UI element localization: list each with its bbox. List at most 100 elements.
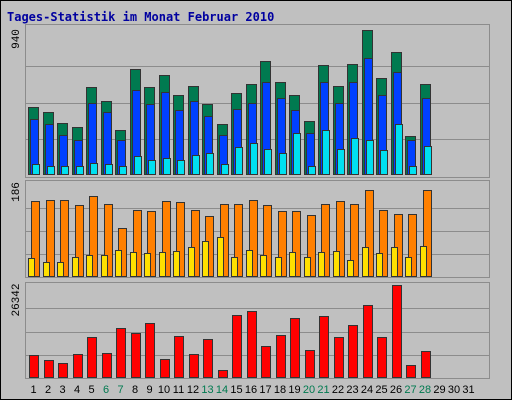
kb-bar-kb [304,350,315,378]
hits-bar-seiten [365,139,374,175]
visits-bar-besuche [129,252,137,277]
hits-panel [25,24,490,178]
day-label: 4 [73,384,81,396]
hits-bar-seiten [409,165,417,175]
kb-grid-line [26,308,489,310]
visits-bar-rechner [393,213,403,277]
kb-bar-kb [116,327,126,378]
day-label: 3 [59,384,66,396]
hits-bar-seiten [293,133,301,175]
day-label: 26 [389,384,403,396]
visits-bar-rechner [89,196,98,277]
hits-bar-seiten [177,159,185,175]
visits-bar-rechner [379,210,388,277]
day-label: 21 [317,384,330,396]
hits-bar-seiten [119,165,127,175]
hits-bar-seiten [32,164,40,175]
hits-bar-seiten [220,164,229,175]
visits-bar-rechner [74,205,84,277]
day-label: 27 [404,384,417,396]
day-label: 1 [30,384,37,396]
day-label: 9 [146,384,153,396]
visits-max-label: 186 [11,182,23,202]
visits-bar-rechner [147,211,156,277]
hits-bar-seiten [61,165,69,175]
visits-bar-besuche [274,257,282,277]
visits-grid-line [26,254,489,255]
hits-bar-seiten [191,154,200,175]
hits-bar-seiten [90,162,98,175]
visits-bar-besuche [376,253,383,277]
day-label: 6 [102,384,110,396]
day-label: 24 [360,384,374,396]
kb-bar-kb [188,353,199,378]
visits-bar-besuche [231,257,238,277]
visits-bar-rechner [277,211,287,277]
kb-bar-kb [101,352,112,378]
hits-bar-seiten [351,137,359,175]
kb-panel [25,282,490,379]
visits-bar-rechner [190,210,200,277]
hits-bar-seiten [278,153,287,175]
visits-bar-besuche [86,254,93,277]
hits-max-label: 940 [11,29,23,49]
visits-bar-besuche [390,247,398,277]
hits-bar-seiten [133,156,142,175]
visits-bar-besuche [144,253,151,277]
day-label: 10 [157,384,171,396]
day-label: 13 [201,384,214,396]
visits-bar-besuche [187,247,195,277]
visits-bar-rechner [161,201,171,277]
kb-bar-kb [319,315,329,378]
visits-bar-besuche [332,250,340,277]
hits-bar-seiten [206,153,214,175]
visits-bar-rechner [263,205,272,277]
kb-bar-kb [174,335,184,378]
kb-max-label: 26342 [11,283,23,317]
day-label: 15 [230,384,243,396]
hits-bar-seiten [148,159,156,175]
visits-grid-line [26,208,489,209]
kb-bar-kb [261,345,271,378]
day-label: 20 [302,384,316,396]
hits-bar-seiten [162,158,171,175]
visits-bar-rechner [103,203,113,277]
hits-bar-seiten [46,165,55,175]
visits-bar-rechner [350,203,359,277]
kb-grid-line [26,331,489,333]
visits-bar-besuche [289,252,296,277]
kb-grid-line [26,354,489,356]
visits-bar-besuche [216,237,224,277]
visits-bar-rechner [306,214,316,277]
hits-bar-seiten [307,165,316,175]
hits-bar-seiten [249,142,258,175]
day-label: 30 [447,384,461,396]
hits-bar-seiten [75,165,84,175]
visits-bar-rechner [335,201,345,277]
day-label: 28 [418,384,432,396]
visits-bar-besuche [419,245,427,277]
kb-bar-kb [58,363,68,378]
kb-bar-kb [333,336,344,378]
kb-bar-kb [246,310,257,378]
visits-bar-besuche [405,257,412,277]
visits-bar-besuche [173,250,180,277]
hits-bar-seiten [264,148,272,175]
hits-bar-seiten [336,148,345,175]
kb-bar-kb [203,339,213,378]
visits-bar-rechner [234,203,243,277]
visits-bar-rechner [364,190,374,277]
kb-bar-kb [159,358,170,378]
day-label: 16 [244,384,258,396]
kb-bar-kb [391,285,402,378]
day-label: 12 [186,384,200,396]
hits-grid-line [26,138,489,140]
day-label: 14 [215,384,229,396]
visits-grid-line [26,231,489,232]
visits-bar-rechner [60,200,69,277]
hits-bar-seiten [380,150,388,175]
visits-bar-besuche [202,240,209,277]
visits-bar-besuche [57,262,64,277]
day-label: 8 [131,384,139,396]
visits-bar-rechner [422,190,432,277]
